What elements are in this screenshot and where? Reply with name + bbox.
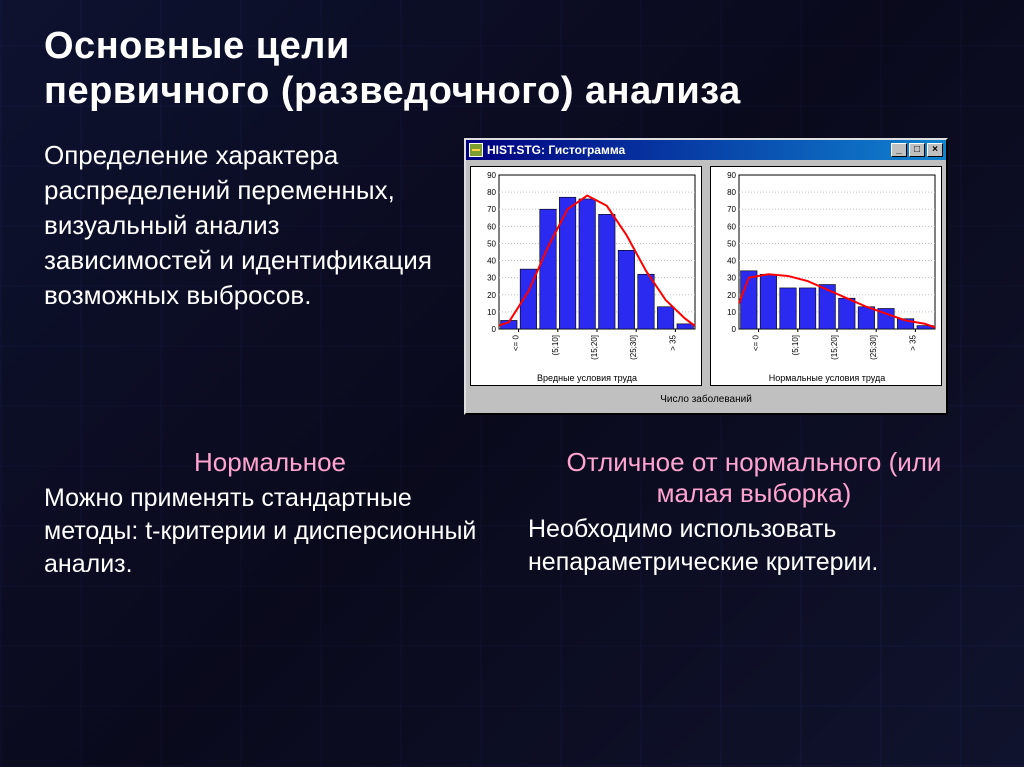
- window-title: HIST.STG: Гистограмма: [487, 143, 625, 157]
- svg-text:0: 0: [492, 325, 497, 334]
- svg-text:(25;30]: (25;30]: [869, 335, 878, 360]
- svg-text:50: 50: [487, 239, 496, 248]
- histogram-window: HIST.STG: Гистограмма _ □ × 0 10 20 30 40 50 6…: [464, 138, 948, 415]
- svg-text:20: 20: [727, 290, 736, 299]
- charts-caption: Число заболеваний: [470, 386, 942, 409]
- svg-text:> 35: > 35: [908, 334, 917, 350]
- svg-text:(15;20]: (15;20]: [830, 335, 839, 360]
- svg-text:30: 30: [487, 273, 496, 282]
- plot-area: 0 10 20 30 40 50 60 70 80 90 <= 0 (5;10] (15;20] (25;…: [466, 160, 946, 413]
- histogram-left: 0 10 20 30 40 50 60 70 80 90 <= 0 (5;10] (15;20] (25;…: [475, 171, 699, 371]
- chart-panel-left: 0 10 20 30 40 50 60 70 80 90 <= 0 (5;10] (15;20] (25;…: [470, 166, 702, 386]
- left-column: Нормальное Можно применять стандартные м…: [44, 447, 496, 581]
- svg-text:80: 80: [487, 188, 496, 197]
- svg-text:10: 10: [727, 308, 736, 317]
- intro-text: Определение характера распределений пере…: [44, 138, 464, 313]
- close-button[interactable]: ×: [927, 143, 943, 157]
- svg-text:30: 30: [727, 273, 736, 282]
- svg-text:90: 90: [727, 171, 736, 180]
- title-line1: Основные цели: [44, 25, 350, 67]
- xlabel-right: Нормальные условия труда: [715, 371, 939, 383]
- svg-text:10: 10: [487, 308, 496, 317]
- svg-text:40: 40: [727, 256, 736, 265]
- minimize-button[interactable]: _: [891, 143, 907, 157]
- left-col-body: Можно применять стандартные методы: t-кр…: [44, 482, 496, 581]
- svg-text:50: 50: [727, 239, 736, 248]
- svg-text:(5;10]: (5;10]: [791, 335, 800, 355]
- svg-text:80: 80: [727, 188, 736, 197]
- svg-text:(25;30]: (25;30]: [629, 335, 638, 360]
- window-icon: [469, 143, 483, 157]
- svg-text:<= 0: <= 0: [512, 334, 521, 351]
- svg-text:60: 60: [727, 222, 736, 231]
- slide-content: Основные цели первичного (разведочного) …: [0, 0, 1024, 605]
- right-col-title: Отличное от нормального (или малая выбор…: [528, 447, 980, 509]
- svg-text:<= 0: <= 0: [752, 334, 761, 351]
- title-line2: первичного (разведочного) анализа: [44, 70, 741, 112]
- svg-text:(5;10]: (5;10]: [551, 335, 560, 355]
- xlabel-left: Вредные условия труда: [475, 371, 699, 383]
- svg-text:70: 70: [727, 205, 736, 214]
- histogram-right: 0 10 20 30 40 50 60 70 80 90 <= 0 (5;10] (15;20] (25;…: [715, 171, 939, 371]
- svg-text:20: 20: [487, 290, 496, 299]
- left-col-title: Нормальное: [44, 447, 496, 478]
- chart-panel-right: 0 10 20 30 40 50 60 70 80 90 <= 0 (5;10] (15;20] (25;…: [710, 166, 942, 386]
- right-column: Отличное от нормального (или малая выбор…: [528, 447, 980, 581]
- svg-text:40: 40: [487, 256, 496, 265]
- slide-title: Основные цели первичного (разведочного) …: [44, 24, 980, 114]
- svg-text:90: 90: [487, 171, 496, 180]
- svg-text:70: 70: [487, 205, 496, 214]
- bottom-row: Нормальное Можно применять стандартные м…: [44, 447, 980, 581]
- maximize-button[interactable]: □: [909, 143, 925, 157]
- right-col-body: Необходимо использовать непараметрически…: [528, 513, 980, 579]
- svg-text:(15;20]: (15;20]: [590, 335, 599, 360]
- top-row: Определение характера распределений пере…: [44, 138, 980, 415]
- svg-text:60: 60: [487, 222, 496, 231]
- window-titlebar: HIST.STG: Гистограмма _ □ ×: [466, 140, 946, 160]
- svg-text:0: 0: [732, 325, 737, 334]
- svg-text:> 35: > 35: [668, 334, 677, 350]
